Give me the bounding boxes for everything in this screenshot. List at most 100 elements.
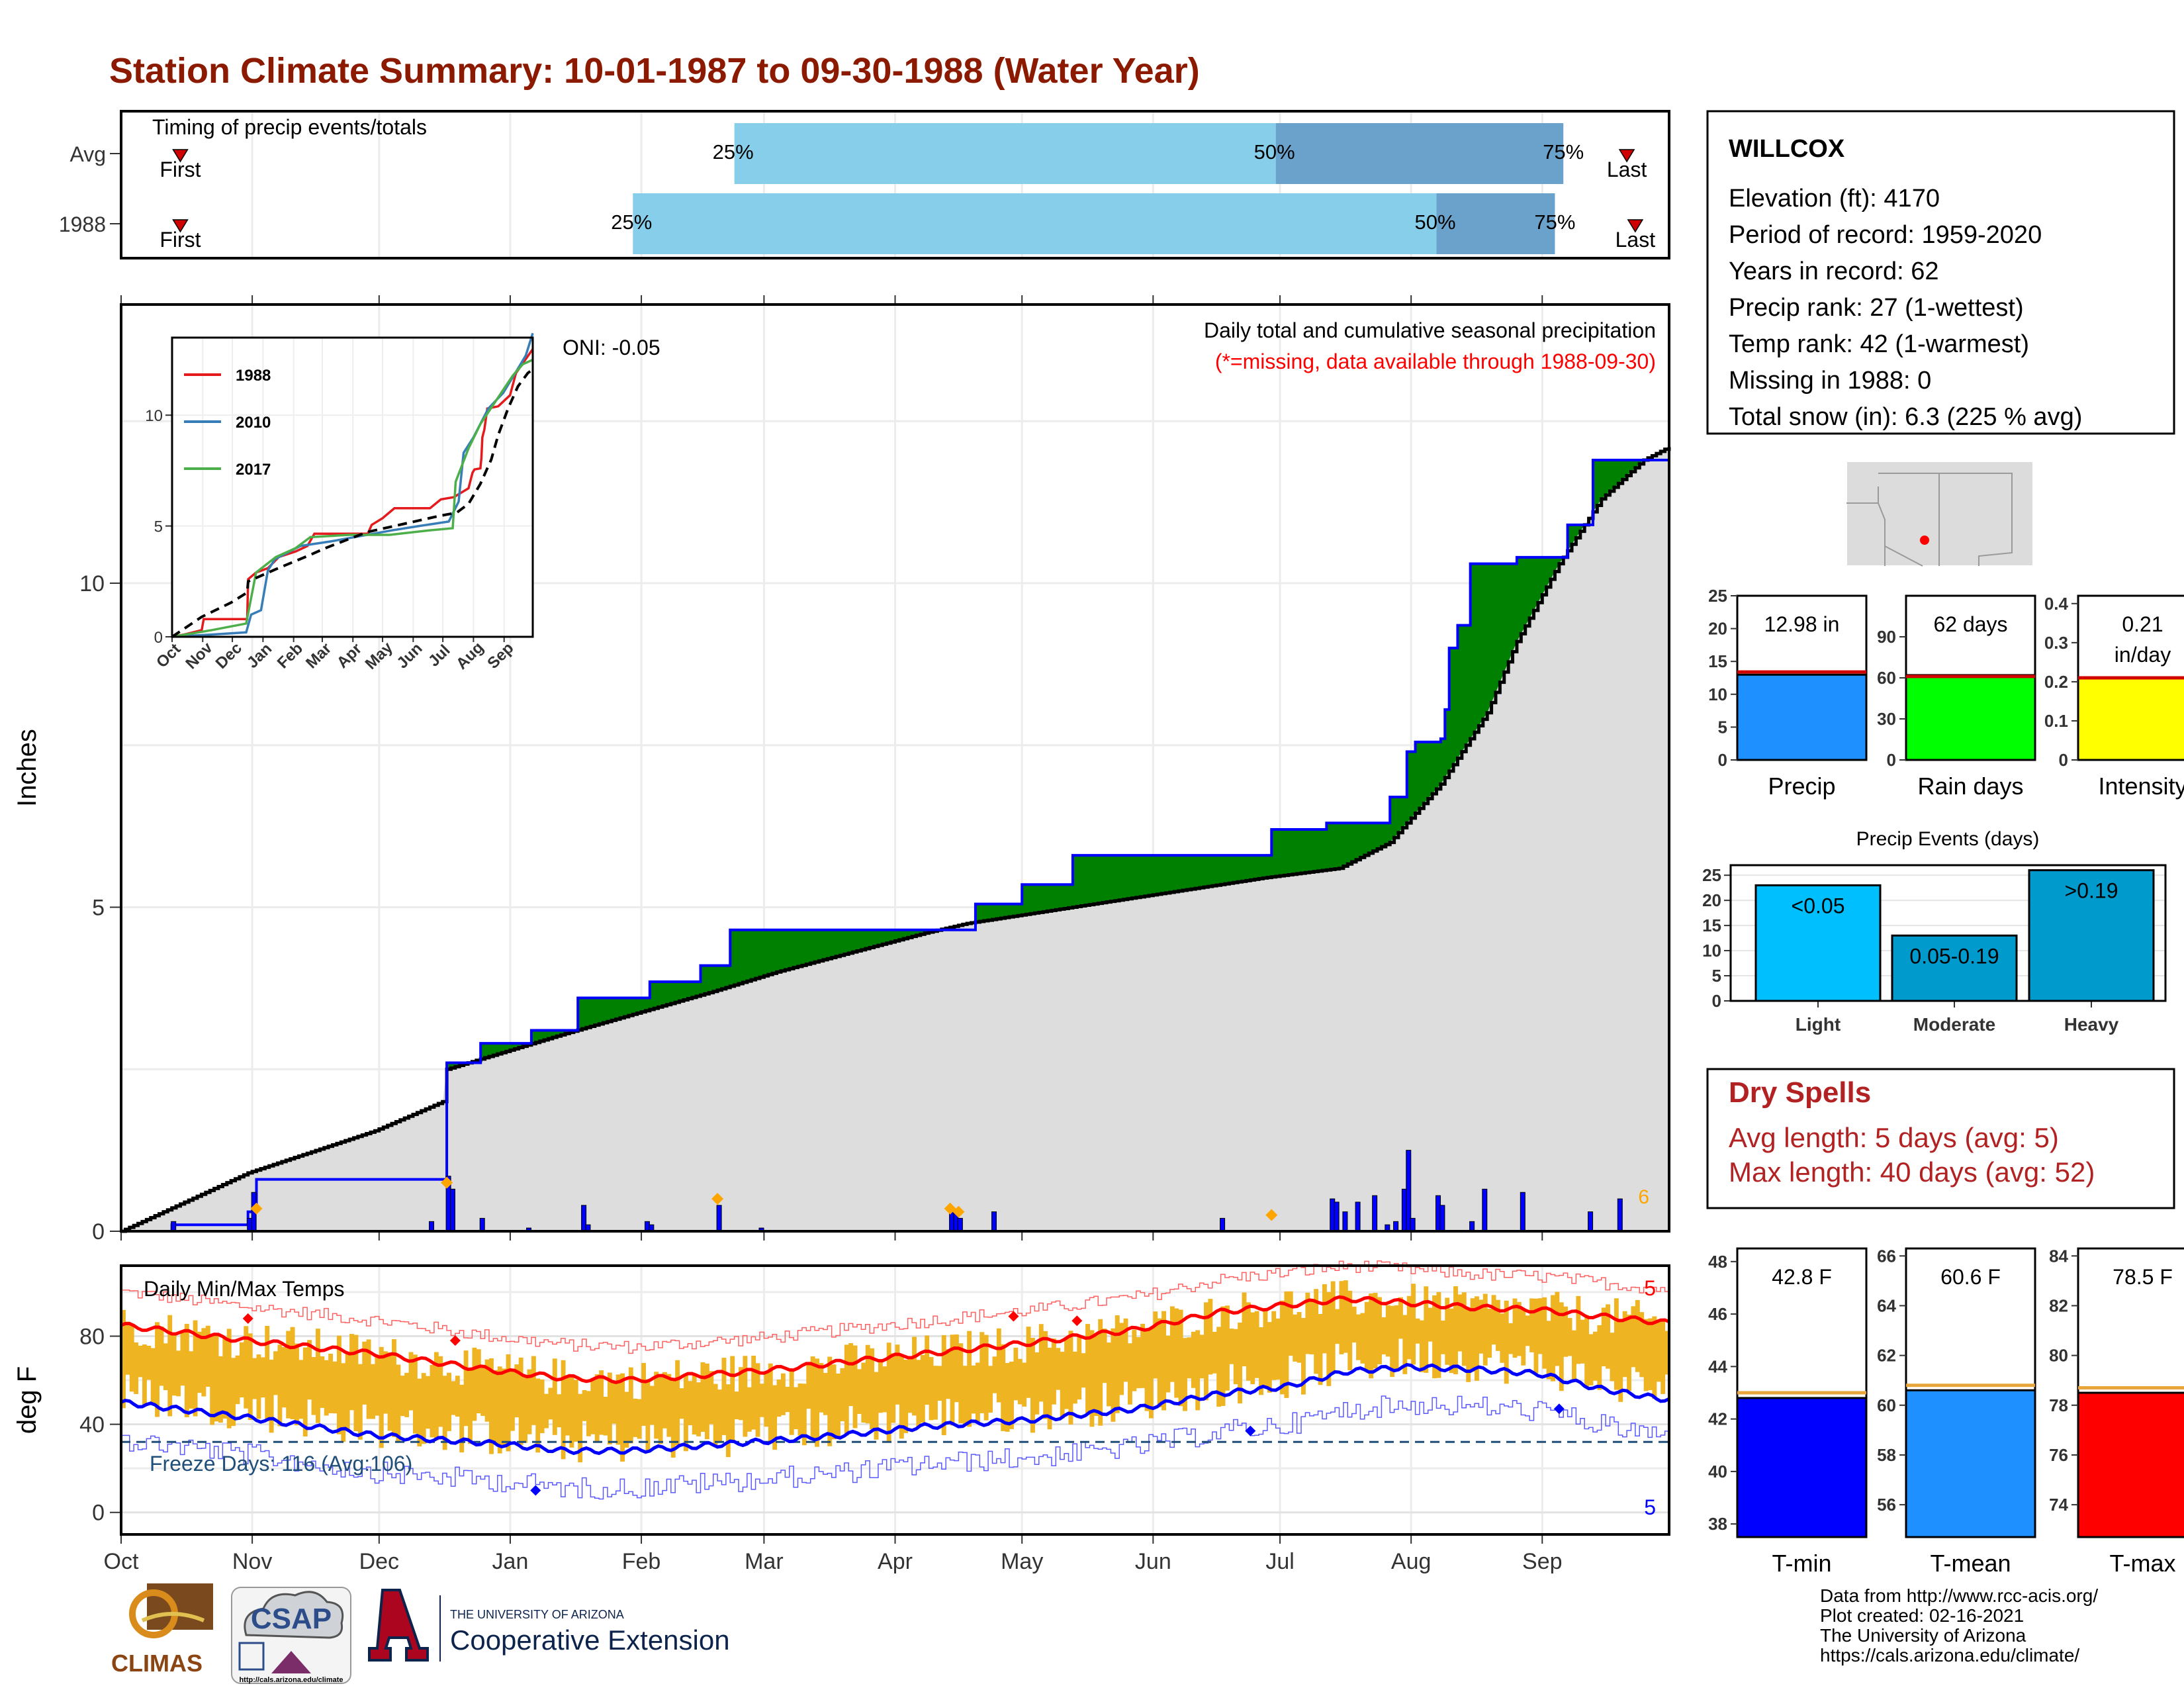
daily-temp-bar: [628, 1367, 633, 1444]
station-box-frame: [1706, 110, 2175, 435]
daily-temp-bar: [1284, 1291, 1289, 1398]
above-average-fill: [670, 982, 676, 1004]
above-average-fill: [1470, 563, 1475, 739]
above-average-fill: [1347, 823, 1353, 865]
daily-temp-bar: [506, 1354, 511, 1452]
above-average-fill: [1297, 829, 1302, 874]
above-average-fill: [447, 1062, 452, 1070]
above-average-fill: [628, 998, 633, 1016]
above-average-fill: [1043, 884, 1048, 912]
daily-temp-bar: [277, 1344, 283, 1427]
above-average-fill: [1271, 829, 1277, 877]
daily-temp-bar: [1301, 1317, 1306, 1395]
daily-temp-bar: [1500, 1313, 1505, 1363]
daily-temp-bar: [1479, 1299, 1484, 1354]
above-average-fill: [451, 1062, 456, 1068]
daily-temp-bar: [688, 1381, 693, 1426]
above-average-fill: [1385, 823, 1390, 845]
daily-temp-bar: [1576, 1295, 1581, 1364]
above-average-fill: [1606, 459, 1611, 495]
above-average-fill: [480, 1043, 486, 1059]
daily-temp-bar: [1089, 1330, 1095, 1427]
above-average-fill: [1339, 823, 1344, 868]
x-tick-label: Feb: [622, 1549, 661, 1574]
daily-temp-bar: [946, 1349, 951, 1399]
quantile-label-75: 75%: [1543, 140, 1584, 164]
above-average-fill: [1440, 738, 1445, 784]
inset-average-line: [171, 367, 535, 638]
x-tick-label: Mar: [745, 1549, 784, 1574]
csap-url: http://cals.arizona.edu/climate: [239, 1676, 343, 1684]
above-average-fill: [1077, 855, 1082, 907]
above-average-fill: [1542, 557, 1547, 595]
daily-temp-bar: [823, 1372, 828, 1415]
above-average-fill: [1208, 855, 1213, 887]
above-average-fill: [1449, 647, 1454, 771]
csap-logo: CSAP http://cals.arizona.edu/climate: [231, 1587, 351, 1684]
daily-temp-bar: [794, 1387, 799, 1430]
daily-temp-bar: [1233, 1329, 1238, 1385]
above-average-fill: [730, 929, 735, 986]
inset-series-line: [171, 348, 534, 638]
daily-temp-bar: [400, 1376, 405, 1417]
daily-precip-bar: [1410, 1217, 1416, 1232]
dry-spells-title: Dry Spells: [1729, 1076, 1871, 1109]
station-detail: Precip rank: 27 (1-wettest): [1729, 294, 2024, 322]
above-average-fill: [531, 1030, 536, 1044]
daily-temp-bar: [1402, 1315, 1408, 1374]
above-average-fill: [1022, 884, 1027, 915]
above-average-fill: [1466, 625, 1471, 745]
daily-temp-bar: [1115, 1315, 1120, 1413]
daily-precip-bar: [1482, 1188, 1488, 1232]
daily-temp-bar: [1191, 1331, 1196, 1388]
daily-temp-bar: [1238, 1323, 1243, 1404]
daily-temp-bar: [925, 1335, 930, 1405]
daily-temp-bar: [417, 1378, 422, 1447]
daily-temp-bar: [1263, 1309, 1268, 1387]
daily-temp-bar: [1470, 1298, 1475, 1372]
daily-temp-bar: [1551, 1295, 1555, 1382]
above-average-fill: [1351, 823, 1357, 862]
above-average-fill: [819, 929, 824, 961]
daily-temp-bar: [806, 1362, 811, 1409]
daily-temp-bar: [1643, 1319, 1649, 1391]
above-average-fill: [1183, 855, 1188, 891]
above-average-fill: [1627, 459, 1632, 476]
daily-temp-bar: [1127, 1343, 1132, 1405]
above-average-fill: [599, 998, 604, 1024]
inset-frame: [171, 336, 534, 638]
daily-temp-bar: [1254, 1311, 1259, 1378]
above-average-fill: [996, 904, 1001, 919]
daily-temp-bar: [214, 1335, 219, 1422]
above-average-fill: [751, 929, 756, 980]
daily-temp-bar: [408, 1352, 414, 1411]
summary-category-label: T-mean: [1930, 1550, 2011, 1577]
daily-temp-bar: [387, 1352, 392, 1431]
y-tick-label: 0: [92, 1501, 105, 1526]
above-average-fill: [1169, 855, 1175, 892]
logos: CLIMAS CSAP http://cals.arizona.edu/climat…: [111, 1583, 730, 1684]
daily-temp-bar: [341, 1363, 346, 1442]
daily-temp-bar: [539, 1380, 545, 1434]
daily-temp-bar: [870, 1348, 875, 1430]
daily-temp-bar: [780, 1373, 786, 1415]
daily-temp-bar: [231, 1358, 236, 1427]
daily-temp-bar: [561, 1360, 566, 1460]
above-average-fill: [1373, 823, 1378, 851]
above-average-fill: [1457, 625, 1463, 759]
event-category-label: Moderate: [1913, 1014, 1995, 1035]
daily-temp-bar: [903, 1360, 909, 1433]
daily-temp-bar: [265, 1326, 270, 1422]
daily-temp-bar: [1030, 1337, 1035, 1433]
daily-temp-bar: [831, 1364, 837, 1440]
summary-value-label: 62 days: [1933, 612, 2007, 636]
daily-precip-bar: [1439, 1205, 1445, 1232]
y-tick-label: 42: [1708, 1409, 1727, 1429]
daily-temp-bar: [739, 1367, 743, 1421]
first-label: First: [159, 158, 201, 181]
timing-bar-early: [633, 193, 1437, 254]
daily-temp-bar: [1436, 1291, 1441, 1378]
summary-bar: [1736, 673, 1868, 761]
daily-temp-bar: [269, 1360, 274, 1433]
